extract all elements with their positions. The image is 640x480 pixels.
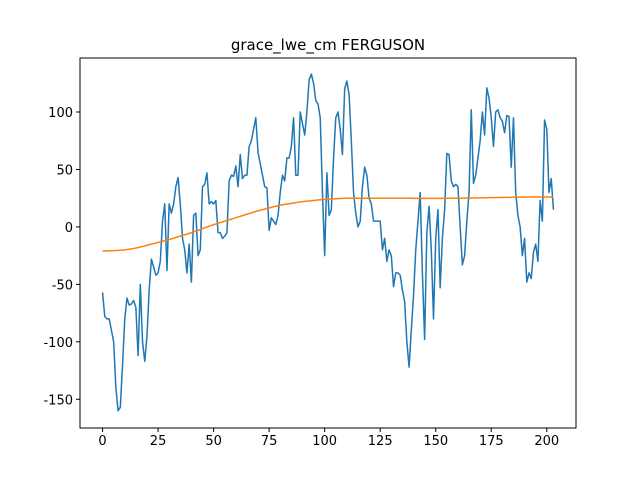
data-line <box>101 73 555 412</box>
y-tick-label: 100 <box>48 106 73 121</box>
y-tick-label: 0 <box>65 221 73 236</box>
chart-title: grace_lwe_cm FERGUSON <box>231 36 425 55</box>
x-tick-label: 75 <box>261 434 278 449</box>
x-tick-label: 150 <box>423 434 448 449</box>
x-tick-label: 175 <box>479 434 504 449</box>
x-tick-label: 100 <box>312 434 337 449</box>
x-tick-label: 25 <box>150 434 167 449</box>
data-line <box>102 196 554 252</box>
y-tick-label: -150 <box>43 393 73 408</box>
x-tick-label: 50 <box>205 434 222 449</box>
y-tick-label: 50 <box>56 163 73 178</box>
x-tick-label: 125 <box>368 434 393 449</box>
x-tick-label: 200 <box>534 434 559 449</box>
x-tick-label: 0 <box>98 434 106 449</box>
y-tick-label: -100 <box>43 336 73 351</box>
plot-frame <box>79 57 577 429</box>
y-tick-label: -50 <box>52 278 73 293</box>
